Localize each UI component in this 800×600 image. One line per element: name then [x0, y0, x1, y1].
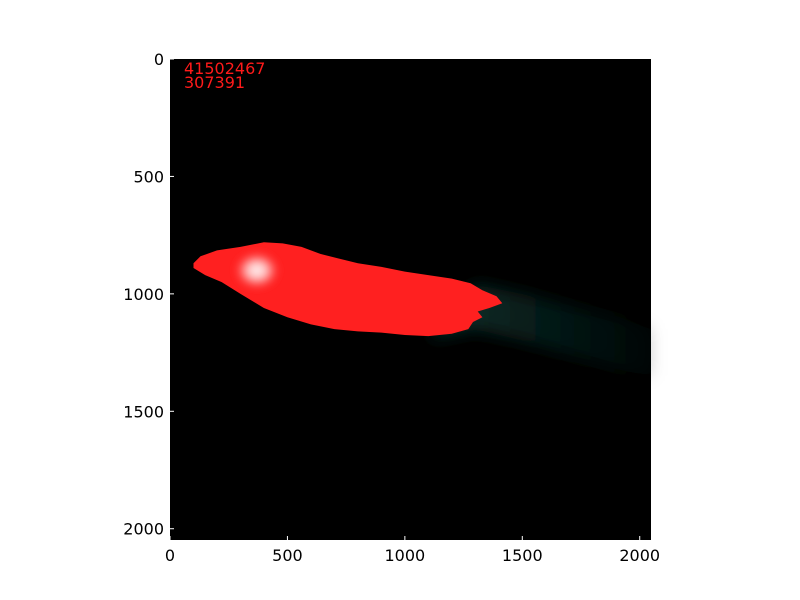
x-axis: 0 500 1000 1500 2000: [165, 536, 660, 565]
y-tick-label: 1500: [123, 402, 164, 421]
annotation-text: 307391: [184, 73, 245, 92]
y-axis: 0 500 1000 1500 2000: [123, 50, 174, 539]
x-tick-label: 500: [272, 546, 303, 565]
y-tick-label: 2000: [123, 520, 164, 539]
bright-core: [232, 250, 281, 291]
x-tick-label: 2000: [619, 546, 660, 565]
x-tick-label: 0: [165, 546, 175, 565]
x-tick-label: 1000: [385, 546, 426, 565]
annotation-text: 41502467: [184, 59, 265, 78]
y-tick-label: 1000: [123, 285, 164, 304]
x-tick-label: 1500: [502, 546, 543, 565]
y-tick-label: 500: [133, 167, 164, 186]
y-tick-label: 0: [154, 50, 164, 69]
